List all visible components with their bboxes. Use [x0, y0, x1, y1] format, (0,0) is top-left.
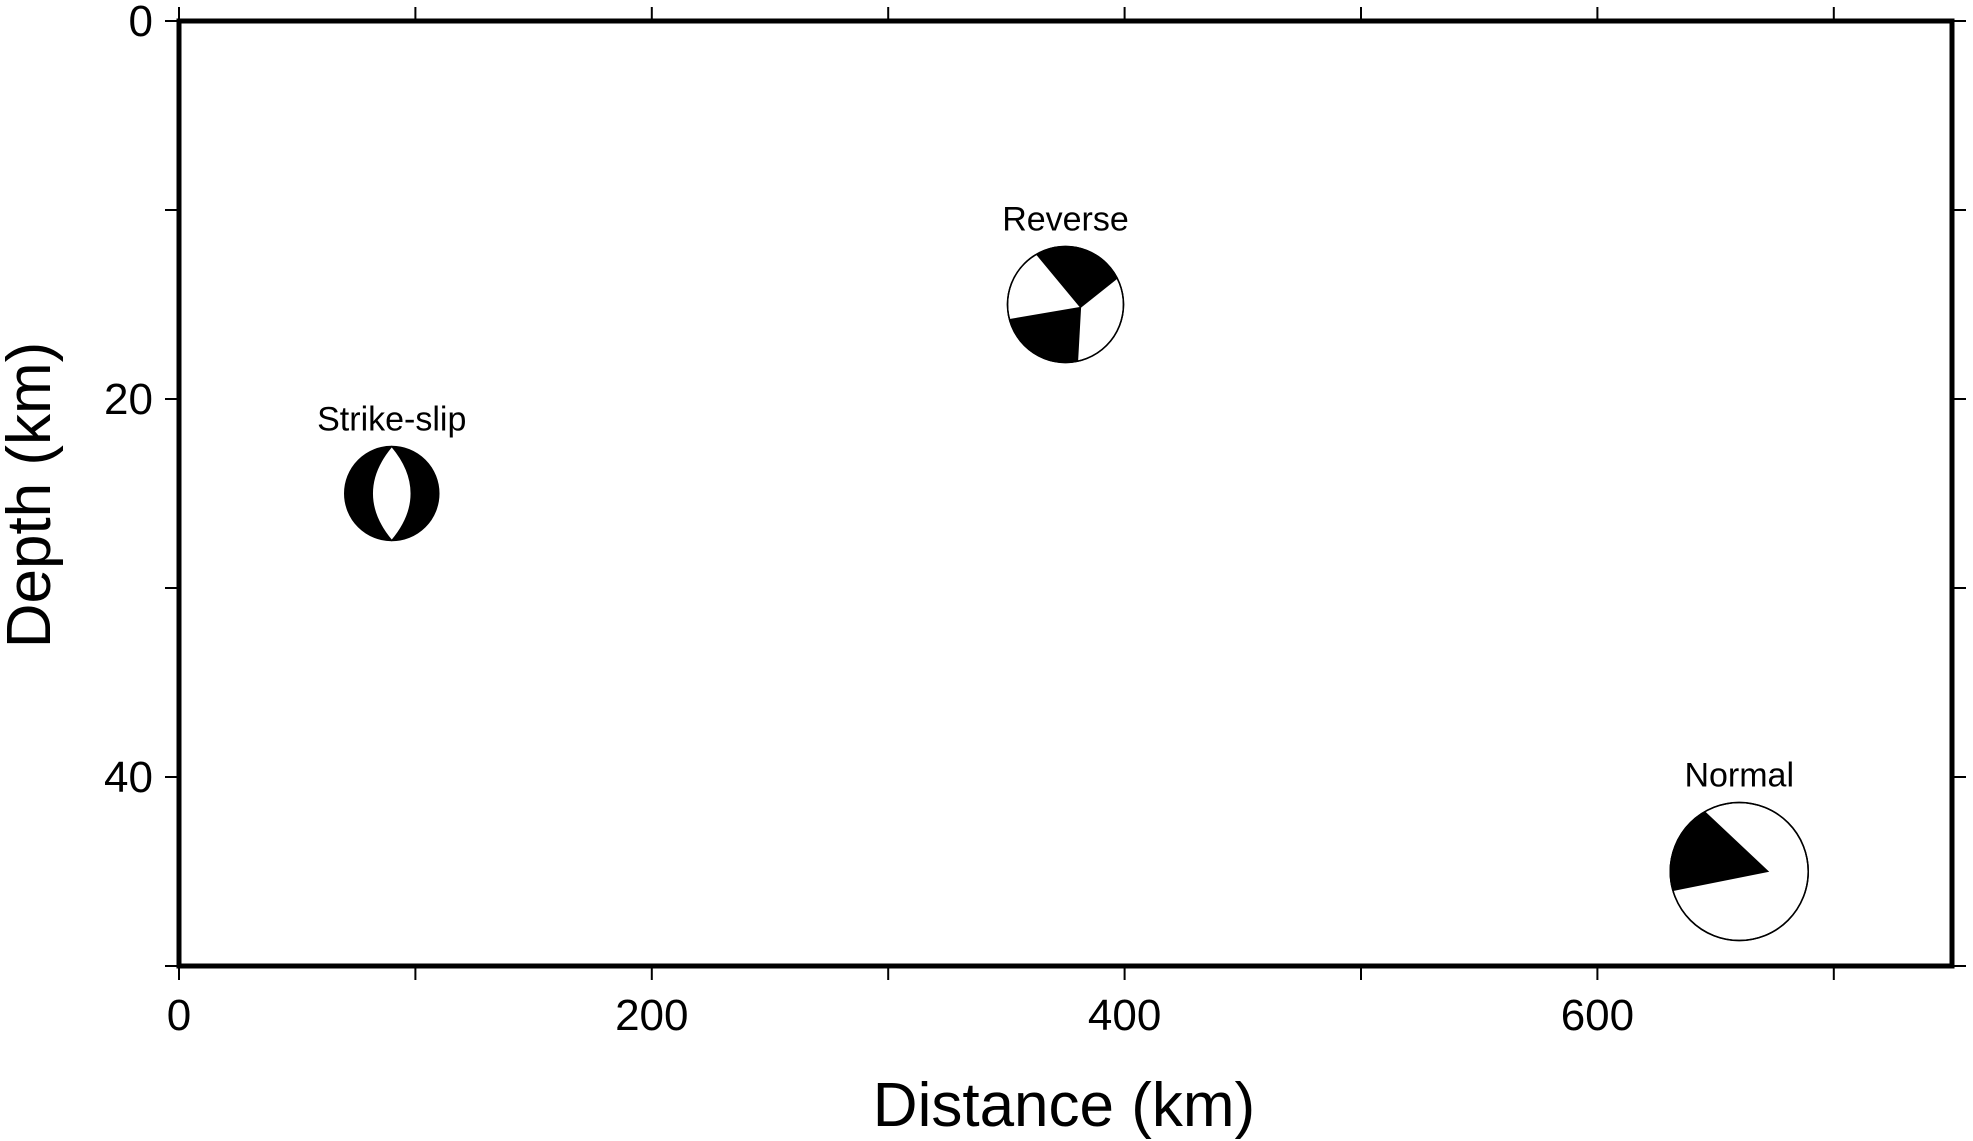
event-label: Normal — [1684, 757, 1794, 795]
beachball-strike-slip: Strike-slip — [317, 401, 466, 542]
event-label: Reverse — [1002, 201, 1129, 239]
beachball-reverse: Reverse — [1002, 201, 1129, 364]
x-tick-label: 400 — [1088, 991, 1161, 1040]
beachball-dilatation-lens — [371, 445, 412, 542]
plot-frame — [176, 18, 1955, 969]
beachball-marks-layer: Strike-slip Reverse Normal — [317, 201, 1809, 942]
event-label: Strike-slip — [317, 401, 466, 439]
y-axis-title: Depth (km) — [0, 342, 64, 649]
x-tick-label: 200 — [615, 991, 688, 1040]
beachball-rim — [1006, 245, 1125, 364]
plot-frame-layer — [176, 18, 1955, 969]
axis-ticks-layer: 0 200 400 600 0 20 40 — [104, 0, 1966, 1040]
x-tick-label: 0 — [167, 991, 191, 1040]
x-axis-title: Distance (km) — [873, 1071, 1255, 1140]
y-tick-label: 40 — [104, 753, 153, 802]
beachball-rim — [1669, 801, 1809, 942]
beachball-normal: Normal — [1669, 757, 1809, 942]
x-tick-label: 600 — [1561, 991, 1634, 1040]
y-tick-label: 20 — [104, 375, 153, 424]
y-tick-label: 0 — [129, 0, 153, 46]
